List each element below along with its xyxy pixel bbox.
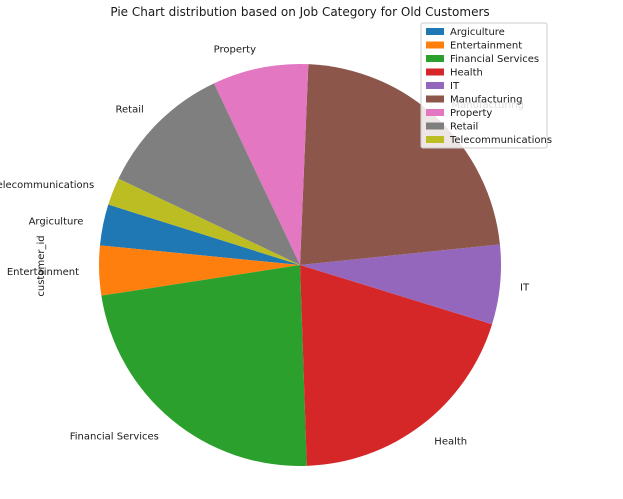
slice-label-it: IT — [520, 283, 530, 294]
pie-slice-property — [213, 63, 309, 265]
slice-label-financial-services: Financial Services — [70, 431, 159, 442]
legend-swatch-it — [426, 82, 444, 89]
legend-label-manufacturing: Manufacturing — [450, 95, 522, 106]
slice-label-telecommunications: Telecommunications — [0, 180, 94, 191]
legend-swatch-telecommunications — [426, 136, 444, 143]
pie-slice-telecommunications — [108, 178, 300, 265]
legend-label-entertainment: Entertainment — [450, 41, 522, 52]
pie-slice-argiculture — [99, 204, 300, 265]
legend-label-argiculture: Argiculture — [450, 27, 505, 38]
legend-label-it: IT — [450, 81, 460, 92]
pie-slice-financial-services — [101, 265, 307, 466]
pie-slice-health — [300, 265, 493, 466]
legend-label-telecommunications: Telecommunications — [449, 135, 552, 146]
legend-swatch-argiculture — [426, 28, 444, 35]
slice-label-retail: Retail — [116, 105, 144, 116]
slice-label-argiculture: Argiculture — [29, 217, 84, 228]
legend-swatch-health — [426, 68, 444, 76]
pie-slice-manufacturing — [300, 64, 500, 265]
legend-swatch-manufacturing — [426, 95, 444, 103]
legend-frame — [420, 22, 548, 149]
pie-slice-retail — [118, 83, 301, 265]
legend-label-property: Property — [450, 108, 492, 119]
legend: Argiculture Entertainment Financial Servic… — [420, 22, 552, 149]
legend-label-health: Health — [450, 68, 483, 79]
slice-label-entertainment: Entertainment — [7, 267, 79, 278]
slice-label-health: Health — [434, 437, 467, 448]
legend-swatch-entertainment — [426, 41, 444, 49]
legend-label-financial-services: Financial Services — [450, 54, 539, 65]
y-axis-label: customer_id — [36, 235, 47, 296]
pie-slice-entertainment — [99, 245, 300, 296]
legend-swatch-retail — [426, 122, 444, 130]
pie-slice-it — [300, 244, 502, 325]
pie-slices — [99, 63, 502, 466]
chart-title: Pie Chart distribution based on Job Cate… — [110, 5, 489, 19]
slice-label-property: Property — [214, 44, 256, 55]
legend-swatch-financial-services — [426, 55, 444, 62]
legend-label-retail: Retail — [450, 122, 478, 133]
legend-swatch-property — [426, 109, 444, 116]
